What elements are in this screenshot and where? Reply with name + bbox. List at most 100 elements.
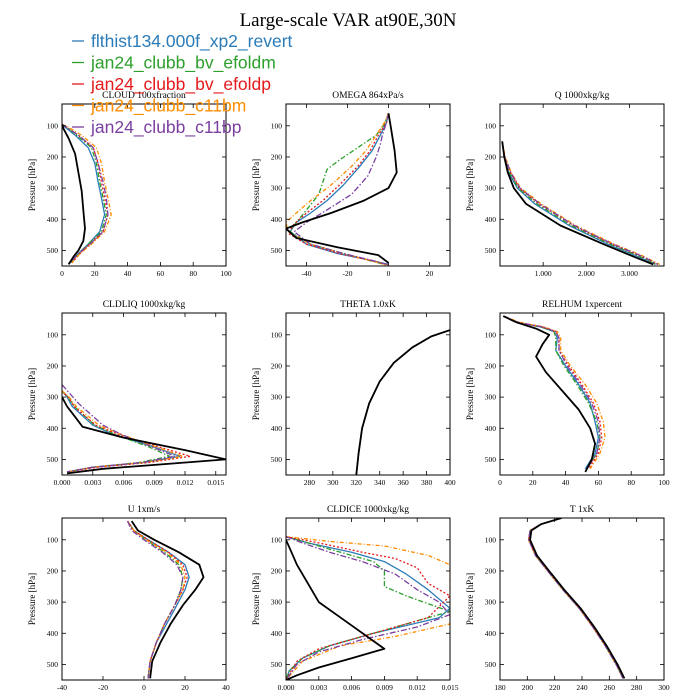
panel-title: CLDICE 1000xkg/kg (327, 505, 409, 515)
x-tick-label: 320 (351, 478, 363, 487)
x-tick-label: 0.006 (343, 683, 360, 692)
y-tick-label: 100 (47, 121, 59, 130)
series-line-3 (286, 536, 450, 680)
y-tick-label: 500 (47, 660, 59, 669)
series-group (528, 518, 626, 679)
series-line-6 (501, 141, 654, 266)
series-line-4 (501, 141, 660, 265)
x-tick-label: 40 (222, 683, 230, 692)
series-line-3 (287, 113, 390, 266)
x-tick-label: 20 (91, 269, 99, 278)
y-axis-label: Pressure [hPa] (251, 573, 261, 625)
y-tick-label: 400 (485, 424, 497, 433)
y-tick-label: 100 (485, 330, 497, 339)
x-tick-label: 60 (595, 478, 603, 487)
y-tick-label: 200 (271, 566, 283, 575)
y-tick-label: 100 (47, 535, 59, 544)
y-axis-label: Pressure [hPa] (465, 368, 475, 420)
x-tick-label: 0.000 (278, 683, 295, 692)
plot-frame (285, 517, 451, 681)
y-axis-label: Pressure [hPa] (27, 368, 37, 420)
x-tick-label: 0.000 (54, 478, 71, 487)
x-tick-label: 0.003 (84, 478, 101, 487)
series-line-5 (62, 384, 176, 473)
panel-4: 0.000 0.003 0.006 0.009 0.012 0.015 100 200 300 4… (27, 300, 227, 487)
series-line-4 (503, 315, 606, 470)
plot-frame (61, 103, 227, 267)
y-tick-label: 500 (271, 455, 283, 464)
y-tick-label: 400 (47, 424, 59, 433)
y-tick-label: 200 (271, 152, 283, 161)
y-tick-label: 200 (485, 152, 497, 161)
y-tick-label: 200 (47, 566, 59, 575)
x-tick-label: 0.003 (310, 683, 327, 692)
y-axis-label: Pressure [hPa] (251, 368, 261, 420)
series-line-3 (528, 518, 624, 679)
y-tick-label: 400 (271, 215, 283, 224)
x-tick-label: 300 (327, 478, 339, 487)
y-axis-label: Pressure [hPa] (27, 159, 37, 211)
y-tick-label: 300 (47, 184, 59, 193)
y-tick-label: 100 (485, 121, 497, 130)
plot-frame (61, 517, 227, 681)
x-tick-label: 60 (157, 269, 165, 278)
y-axis-label: Pressure [hPa] (465, 159, 475, 211)
x-tick-label: 80 (189, 269, 197, 278)
x-tick-label: 0.015 (207, 478, 224, 487)
x-tick-label: -40 (57, 683, 67, 692)
panel-title: U 1xm/s (128, 505, 161, 515)
x-tick-label: 300 (658, 683, 670, 692)
series-line-2 (289, 113, 390, 266)
panel-title: RELHUM 1xpercent (542, 300, 622, 310)
series-group (286, 536, 450, 680)
x-tick-label: 80 (627, 478, 635, 487)
y-tick-label: 100 (47, 330, 59, 339)
y-tick-label: 400 (47, 215, 59, 224)
legend: flthist134.000f_xp2_revertjan24_clubb_bv… (72, 31, 293, 138)
series-line-3 (62, 390, 191, 473)
x-tick-label: -40 (302, 269, 312, 278)
y-tick-label: 300 (485, 393, 497, 402)
panel-3: 1.000 2.000 3.000 100 200 300 400 500 Pressure [… (465, 91, 665, 278)
series-line-1 (528, 518, 624, 679)
x-tick-label: 0 (387, 269, 391, 278)
x-tick-label: 0.009 (376, 683, 393, 692)
legend-entry: jan24_clubb_bv_efoldm (90, 53, 276, 74)
x-tick-label: 200 (522, 683, 534, 692)
series-group (501, 141, 660, 266)
panel-title: Q 1000xkg/kg (555, 91, 610, 101)
x-tick-label: 40 (124, 269, 132, 278)
series-line-3 (503, 315, 603, 470)
x-tick-label: 0 (498, 478, 502, 487)
series-group (62, 123, 112, 265)
x-tick-label: 100 (658, 478, 670, 487)
x-tick-label: -20 (343, 269, 353, 278)
y-tick-label: 100 (271, 121, 283, 130)
y-tick-label: 100 (271, 330, 283, 339)
series-line-5 (127, 520, 184, 679)
series-line-6 (62, 124, 86, 265)
series-group (502, 315, 606, 473)
panel-title: CLDLIQ 1000xkg/kg (103, 300, 186, 310)
y-tick-label: 400 (271, 629, 283, 638)
figure-title: Large-scale VAR at90E,30N (240, 10, 457, 31)
y-tick-label: 300 (485, 598, 497, 607)
x-tick-label: 360 (398, 478, 410, 487)
x-tick-label: 40 (562, 478, 570, 487)
y-tick-label: 500 (47, 455, 59, 464)
series-line-6 (286, 113, 398, 264)
y-tick-label: 200 (485, 566, 497, 575)
series-line-4 (62, 123, 112, 264)
series-line-4 (286, 113, 390, 266)
series-line-5 (62, 123, 109, 264)
x-tick-label: 260 (604, 683, 616, 692)
series-group (355, 329, 450, 475)
series-line-6 (286, 539, 386, 680)
x-tick-label: 0 (142, 683, 146, 692)
panel-title: T 1xK (570, 505, 595, 515)
y-tick-label: 200 (271, 361, 283, 370)
x-tick-label: 1.000 (535, 269, 552, 278)
x-tick-label: 0.015 (442, 683, 459, 692)
